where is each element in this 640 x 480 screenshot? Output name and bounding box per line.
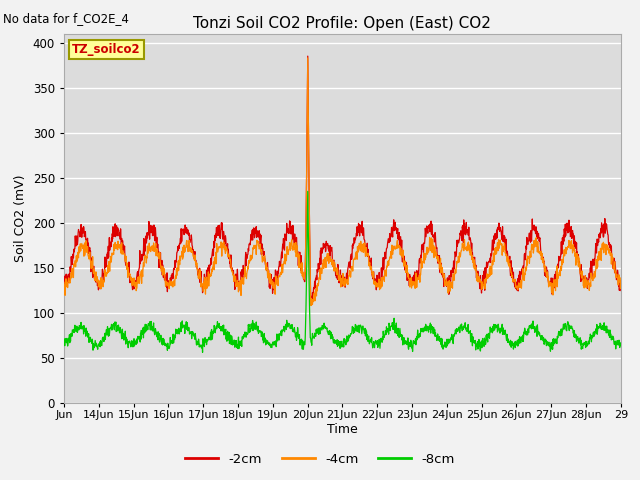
Title: Tonzi Soil CO2 Profile: Open (East) CO2: Tonzi Soil CO2 Profile: Open (East) CO2: [193, 16, 492, 31]
Text: No data for f_CO2E_4: No data for f_CO2E_4: [3, 12, 129, 25]
Text: TZ_soilco2: TZ_soilco2: [72, 43, 141, 56]
Y-axis label: Soil CO2 (mV): Soil CO2 (mV): [14, 175, 27, 262]
Legend: -2cm, -4cm, -8cm: -2cm, -4cm, -8cm: [179, 447, 461, 471]
X-axis label: Time: Time: [327, 423, 358, 436]
